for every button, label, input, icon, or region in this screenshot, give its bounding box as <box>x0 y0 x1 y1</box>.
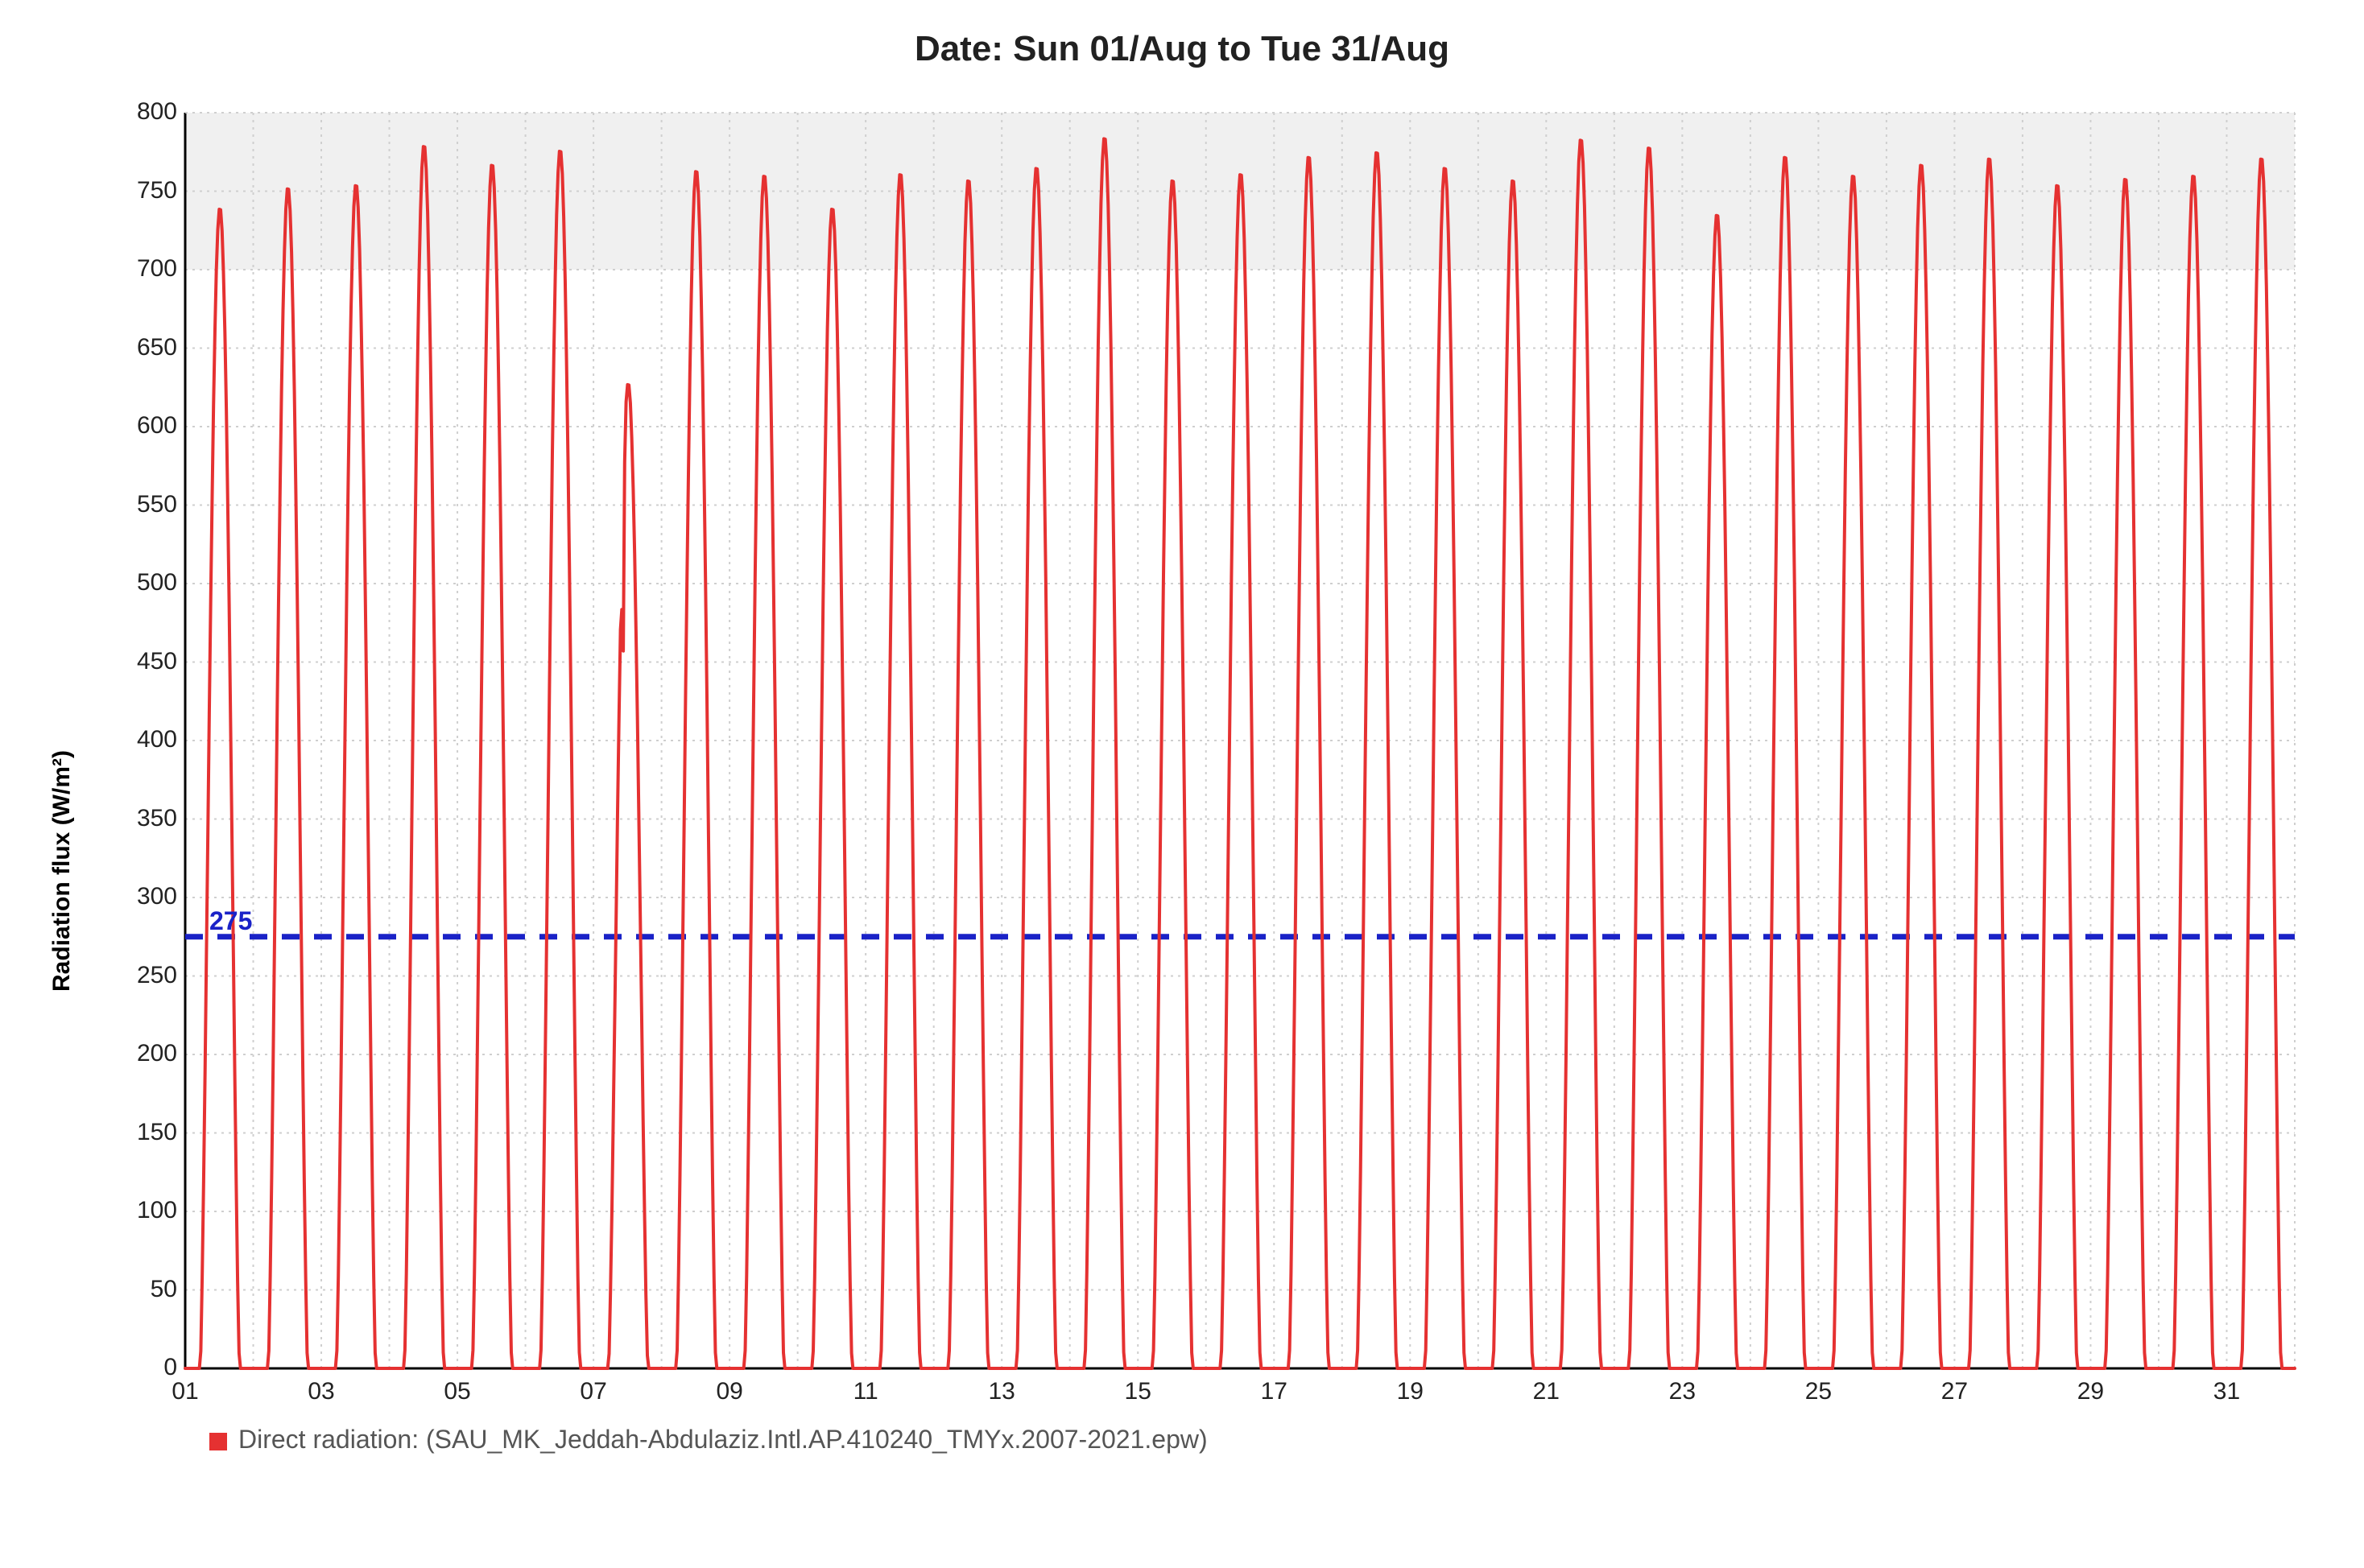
y-tick-label: 200 <box>105 1040 177 1067</box>
x-tick-label: 31 <box>2213 1378 2240 1405</box>
y-tick-label: 750 <box>105 177 177 204</box>
y-tick-label: 800 <box>105 98 177 126</box>
y-tick-label: 350 <box>105 805 177 832</box>
x-tick-label: 07 <box>580 1378 606 1405</box>
x-tick-label: 27 <box>1941 1378 1968 1405</box>
x-tick-label: 29 <box>2077 1378 2104 1405</box>
y-tick-label: 150 <box>105 1119 177 1146</box>
x-tick-label: 11 <box>853 1378 878 1405</box>
reference-line-label: 275 <box>209 906 252 936</box>
chart-legend: Direct radiation: (SAU_MK_Jeddah-Abdulaz… <box>209 1425 1208 1455</box>
x-tick-label: 21 <box>1533 1378 1560 1405</box>
y-tick-label: 700 <box>105 255 177 283</box>
y-tick-label: 650 <box>105 334 177 361</box>
x-tick-label: 25 <box>1805 1378 1832 1405</box>
y-tick-label: 600 <box>105 412 177 439</box>
x-tick-label: 01 <box>172 1378 198 1405</box>
y-tick-label: 400 <box>105 726 177 753</box>
x-tick-label: 23 <box>1669 1378 1696 1405</box>
y-tick-label: 100 <box>105 1197 177 1224</box>
y-tick-label: 50 <box>105 1276 177 1303</box>
radiation-chart <box>0 0 2364 1568</box>
x-tick-label: 03 <box>308 1378 334 1405</box>
y-tick-label: 300 <box>105 883 177 910</box>
y-tick-label: 0 <box>105 1354 177 1381</box>
y-tick-label: 500 <box>105 569 177 596</box>
y-tick-label: 250 <box>105 962 177 989</box>
x-tick-label: 05 <box>444 1378 470 1405</box>
x-tick-label: 17 <box>1261 1378 1287 1405</box>
y-tick-label: 550 <box>105 491 177 518</box>
y-tick-label: 450 <box>105 648 177 675</box>
legend-label: Direct radiation: (SAU_MK_Jeddah-Abdulaz… <box>238 1425 1208 1454</box>
x-tick-label: 15 <box>1125 1378 1151 1405</box>
x-tick-label: 09 <box>716 1378 742 1405</box>
x-tick-label: 19 <box>1397 1378 1424 1405</box>
legend-swatch <box>209 1433 227 1450</box>
x-tick-label: 13 <box>989 1378 1015 1405</box>
